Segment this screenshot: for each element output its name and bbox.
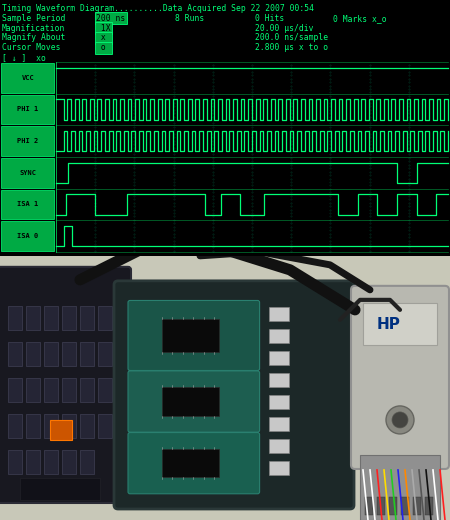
- FancyBboxPatch shape: [128, 301, 260, 371]
- FancyBboxPatch shape: [128, 371, 260, 432]
- Text: 2.800 µs x to o: 2.800 µs x to o: [255, 43, 328, 53]
- Bar: [26, 306, 40, 330]
- Bar: [26, 342, 40, 366]
- Bar: [8, 306, 22, 330]
- Bar: [8, 378, 22, 402]
- Bar: [269, 417, 289, 431]
- Bar: [389, 497, 397, 515]
- Bar: [26, 378, 40, 402]
- Text: 200 ns: 200 ns: [96, 14, 125, 23]
- Bar: [62, 414, 76, 438]
- Bar: [44, 378, 58, 402]
- Bar: [1, 63, 54, 93]
- Bar: [62, 342, 76, 366]
- Text: ISA 0: ISA 0: [18, 233, 39, 239]
- FancyBboxPatch shape: [0, 267, 131, 503]
- Text: 20.00 µs/div: 20.00 µs/div: [255, 23, 314, 33]
- Bar: [80, 342, 94, 366]
- Text: 8 Runs: 8 Runs: [175, 14, 204, 23]
- Bar: [8, 342, 22, 366]
- Text: 1X: 1X: [96, 23, 111, 33]
- Bar: [269, 351, 289, 365]
- Bar: [413, 497, 421, 515]
- Circle shape: [386, 406, 414, 434]
- Bar: [269, 395, 289, 409]
- Bar: [162, 449, 219, 477]
- Bar: [44, 414, 58, 438]
- Bar: [162, 319, 219, 352]
- Text: HP: HP: [377, 317, 401, 332]
- Bar: [62, 378, 76, 402]
- Text: ISA 1: ISA 1: [18, 201, 39, 207]
- Text: 0 Marks x_o: 0 Marks x_o: [333, 14, 387, 23]
- Text: o: o: [96, 43, 111, 53]
- Text: x: x: [96, 33, 111, 43]
- Bar: [269, 439, 289, 453]
- Bar: [44, 450, 58, 474]
- Bar: [1, 190, 54, 219]
- Bar: [363, 303, 437, 345]
- Bar: [269, 461, 289, 475]
- Circle shape: [392, 412, 408, 428]
- Bar: [1, 221, 54, 251]
- Text: Timing Waveform Diagram..........Data Acquired Sep 22 2007 00:54: Timing Waveform Diagram..........Data Ac…: [2, 4, 314, 13]
- Bar: [44, 342, 58, 366]
- Bar: [8, 414, 22, 438]
- Bar: [50, 420, 72, 440]
- Bar: [20, 478, 100, 500]
- Bar: [80, 306, 94, 330]
- Text: SYNC: SYNC: [19, 170, 36, 176]
- Bar: [98, 414, 112, 438]
- Bar: [360, 455, 440, 520]
- Bar: [80, 450, 94, 474]
- Text: VCC: VCC: [22, 75, 34, 81]
- Bar: [98, 342, 112, 366]
- Bar: [98, 306, 112, 330]
- Bar: [62, 450, 76, 474]
- Text: 0 Hits: 0 Hits: [255, 14, 284, 23]
- Bar: [401, 497, 409, 515]
- Bar: [162, 387, 219, 416]
- Bar: [80, 378, 94, 402]
- Bar: [1, 95, 54, 124]
- Bar: [26, 414, 40, 438]
- Text: 200.0 ns/sample: 200.0 ns/sample: [255, 33, 328, 43]
- Bar: [269, 307, 289, 321]
- Text: PHI 1: PHI 1: [18, 107, 39, 112]
- Bar: [269, 373, 289, 387]
- Bar: [8, 450, 22, 474]
- Text: [ ↓ ]  xo: [ ↓ ] xo: [2, 53, 46, 62]
- Bar: [62, 306, 76, 330]
- Text: PHI 2: PHI 2: [18, 138, 39, 144]
- Bar: [80, 414, 94, 438]
- FancyBboxPatch shape: [114, 281, 354, 509]
- Bar: [365, 497, 373, 515]
- Bar: [425, 497, 433, 515]
- Bar: [377, 497, 385, 515]
- Bar: [1, 158, 54, 188]
- Bar: [1, 126, 54, 156]
- Bar: [269, 329, 289, 343]
- FancyBboxPatch shape: [128, 433, 260, 494]
- Bar: [26, 450, 40, 474]
- Bar: [98, 378, 112, 402]
- Text: Magnification: Magnification: [2, 23, 65, 33]
- Text: Cursor Moves: Cursor Moves: [2, 43, 60, 53]
- Text: Sample Period: Sample Period: [2, 14, 65, 23]
- FancyBboxPatch shape: [351, 286, 449, 469]
- Text: Magnify About: Magnify About: [2, 33, 65, 43]
- Bar: [44, 306, 58, 330]
